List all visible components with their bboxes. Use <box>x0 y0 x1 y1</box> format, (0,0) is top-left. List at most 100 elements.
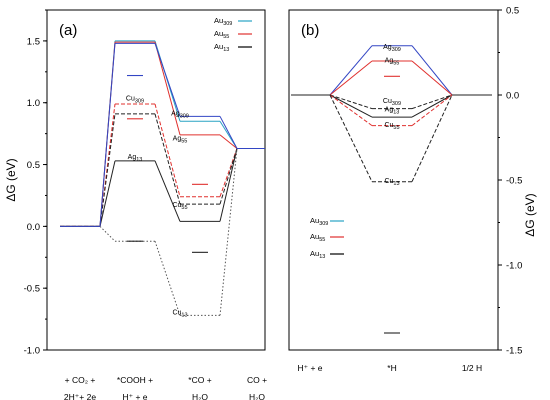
annotation-label: Ag55 <box>385 57 400 66</box>
annotation-label-sub: 55 <box>393 125 399 131</box>
annotation-label: Cu13 <box>384 178 399 187</box>
connector <box>154 42 181 136</box>
category-label: 1/2 H <box>462 363 482 373</box>
annotation-label-sub: 309 <box>180 114 189 120</box>
legend-label-base: Au <box>214 42 223 51</box>
annotation-label: Cu309 <box>383 98 401 107</box>
annotation-label-base: Cu <box>126 96 135 103</box>
connector <box>154 43 181 117</box>
annotation-label-base: Cu <box>384 178 393 185</box>
connector <box>219 148 238 222</box>
annotation-label-sub: 13 <box>181 313 187 319</box>
series-cu13 <box>60 147 265 316</box>
connector <box>329 45 373 96</box>
annotation-label-sub: 13 <box>393 181 399 187</box>
category-label: *H <box>387 363 396 373</box>
legend-label: Au309 <box>310 216 328 227</box>
y-tick-label: 0.0 <box>506 91 519 102</box>
series-cu309 <box>60 103 265 227</box>
connector <box>411 94 453 126</box>
panel-b: 0.5 0.0 -0.5 -1.0 -1.5 ΔG (eV) (b) H⁺ + e *H 1/2 … <box>288 6 537 373</box>
panel-label: (b) <box>301 22 319 39</box>
connector <box>99 113 116 227</box>
y-tick-label: 0.5 <box>506 6 519 17</box>
legend-label-sub: 13 <box>223 47 229 53</box>
legend-label: Au13 <box>214 42 229 53</box>
annotation-label: Ag309 <box>383 44 401 53</box>
annotation-label-sub: 13 <box>136 157 142 163</box>
category-label: *COOH + <box>117 375 153 385</box>
y-tick-label: 0.0 <box>27 222 40 233</box>
legend-label-sub: 309 <box>223 21 232 27</box>
annotation-label-sub: 309 <box>392 47 401 53</box>
annotation-label: Cu309 <box>126 96 144 105</box>
annotation-label-sub: 55 <box>181 205 187 211</box>
connector <box>411 94 453 110</box>
connector <box>99 226 116 242</box>
annotation-label: Cu55 <box>172 202 187 211</box>
annotation-label-base: Ag <box>173 135 182 142</box>
annotation-label: Ag13 <box>128 154 143 163</box>
annotation-label-base: Cu <box>383 98 392 105</box>
category-label: H₂O <box>192 392 208 400</box>
connector <box>411 94 453 118</box>
category-label: H₂O <box>249 392 265 400</box>
category-label: *CO + <box>188 375 211 385</box>
y-tick-label: -1.5 <box>506 346 522 357</box>
annotation-label: Ag55 <box>173 135 188 144</box>
connector <box>154 160 181 222</box>
connector <box>99 43 116 227</box>
y-tick-label: -0.5 <box>506 176 522 187</box>
y-tick-label: -0.5 <box>24 284 40 295</box>
annotation-label: Ag13 <box>385 107 400 116</box>
legend-label: Au55 <box>214 29 229 40</box>
legend-label-base: Au <box>310 249 319 258</box>
series-ag309 <box>60 42 265 227</box>
annotation-label: Cu55 <box>384 122 399 131</box>
category-label: + CO₂ + <box>65 375 96 385</box>
series-au55 <box>60 41 265 227</box>
annotation-label-base: Ag <box>171 111 180 118</box>
y-tick-label: 1.0 <box>27 98 40 109</box>
legend-label-sub: 55 <box>223 34 229 40</box>
connector <box>154 241 181 316</box>
connector <box>329 94 373 118</box>
annotation-label-base: Ag <box>128 154 137 161</box>
legend-label-sub: 55 <box>319 237 325 243</box>
category-label: H⁺ + e <box>297 363 322 373</box>
panel-label: (a) <box>59 22 77 39</box>
connector <box>219 116 238 149</box>
annotation-label-sub: 13 <box>393 110 399 116</box>
annotation-label: Ag309 <box>171 111 189 120</box>
y-tick-label: -1.0 <box>506 261 522 272</box>
annotation-label-sub: 55 <box>181 138 187 144</box>
legend-label: Au55 <box>310 232 325 243</box>
annotation-label-sub: 309 <box>392 101 401 107</box>
legend-label-sub: 309 <box>319 221 328 227</box>
series-au13 <box>60 147 265 227</box>
series-ag55 <box>291 60 492 96</box>
panel-a: 1.5 1.0 0.5 0.0 -0.5 -1.0 ΔG (eV) (a) + CO₂ + 2H⁺… <box>4 9 267 400</box>
annotation-label-base: Cu <box>172 202 181 209</box>
series-ag309 <box>291 45 492 96</box>
connector <box>154 103 181 197</box>
y-axis-title: ΔG (eV) <box>4 158 18 201</box>
connector <box>329 94 373 110</box>
annotation-label: Cu13 <box>172 310 187 319</box>
legend-label-base: Au <box>214 16 223 25</box>
connector <box>99 160 116 227</box>
annotation-label-base: Ag <box>383 44 392 51</box>
legend-label-base: Au <box>214 29 223 38</box>
legend-label-sub: 13 <box>319 254 325 260</box>
category-label: H⁺ + e <box>122 392 147 400</box>
connector <box>219 134 238 149</box>
category-label: CO + <box>247 375 267 385</box>
connector <box>154 113 181 205</box>
y-axis-title: ΔG (eV) <box>523 193 537 236</box>
y-tick-label: -1.0 <box>24 346 40 357</box>
annotation-label-sub: 55 <box>393 60 399 66</box>
legend-label: Au13 <box>310 249 325 260</box>
connector <box>411 94 453 182</box>
annotation-label-base: Cu <box>384 122 393 129</box>
